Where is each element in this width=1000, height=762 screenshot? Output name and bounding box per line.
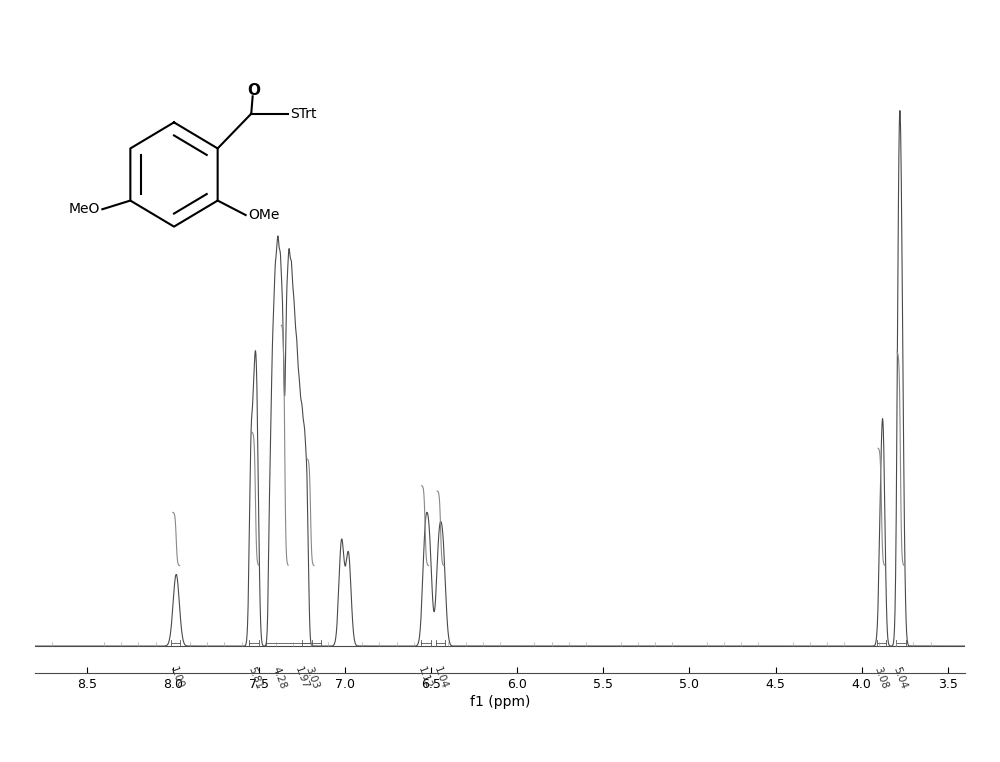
Text: 1.04: 1.04 bbox=[432, 664, 449, 690]
Text: STrt: STrt bbox=[290, 107, 317, 120]
Text: OMe: OMe bbox=[248, 208, 280, 222]
Text: MeO: MeO bbox=[68, 202, 100, 216]
Text: 1.12: 1.12 bbox=[416, 664, 434, 690]
Text: 5.04: 5.04 bbox=[892, 664, 909, 690]
Text: 1.97: 1.97 bbox=[293, 664, 311, 690]
Text: Chemical structure shown in upper left: Chemical structure shown in upper left bbox=[44, 54, 235, 64]
Text: 3.03: 3.03 bbox=[304, 664, 321, 690]
Text: O: O bbox=[248, 83, 261, 98]
Text: 4.28: 4.28 bbox=[271, 664, 288, 690]
Text: 5.81: 5.81 bbox=[247, 664, 264, 690]
X-axis label: f1 (ppm): f1 (ppm) bbox=[470, 695, 530, 709]
Text: 3.08: 3.08 bbox=[872, 664, 889, 690]
Text: 1.00: 1.00 bbox=[168, 664, 185, 690]
